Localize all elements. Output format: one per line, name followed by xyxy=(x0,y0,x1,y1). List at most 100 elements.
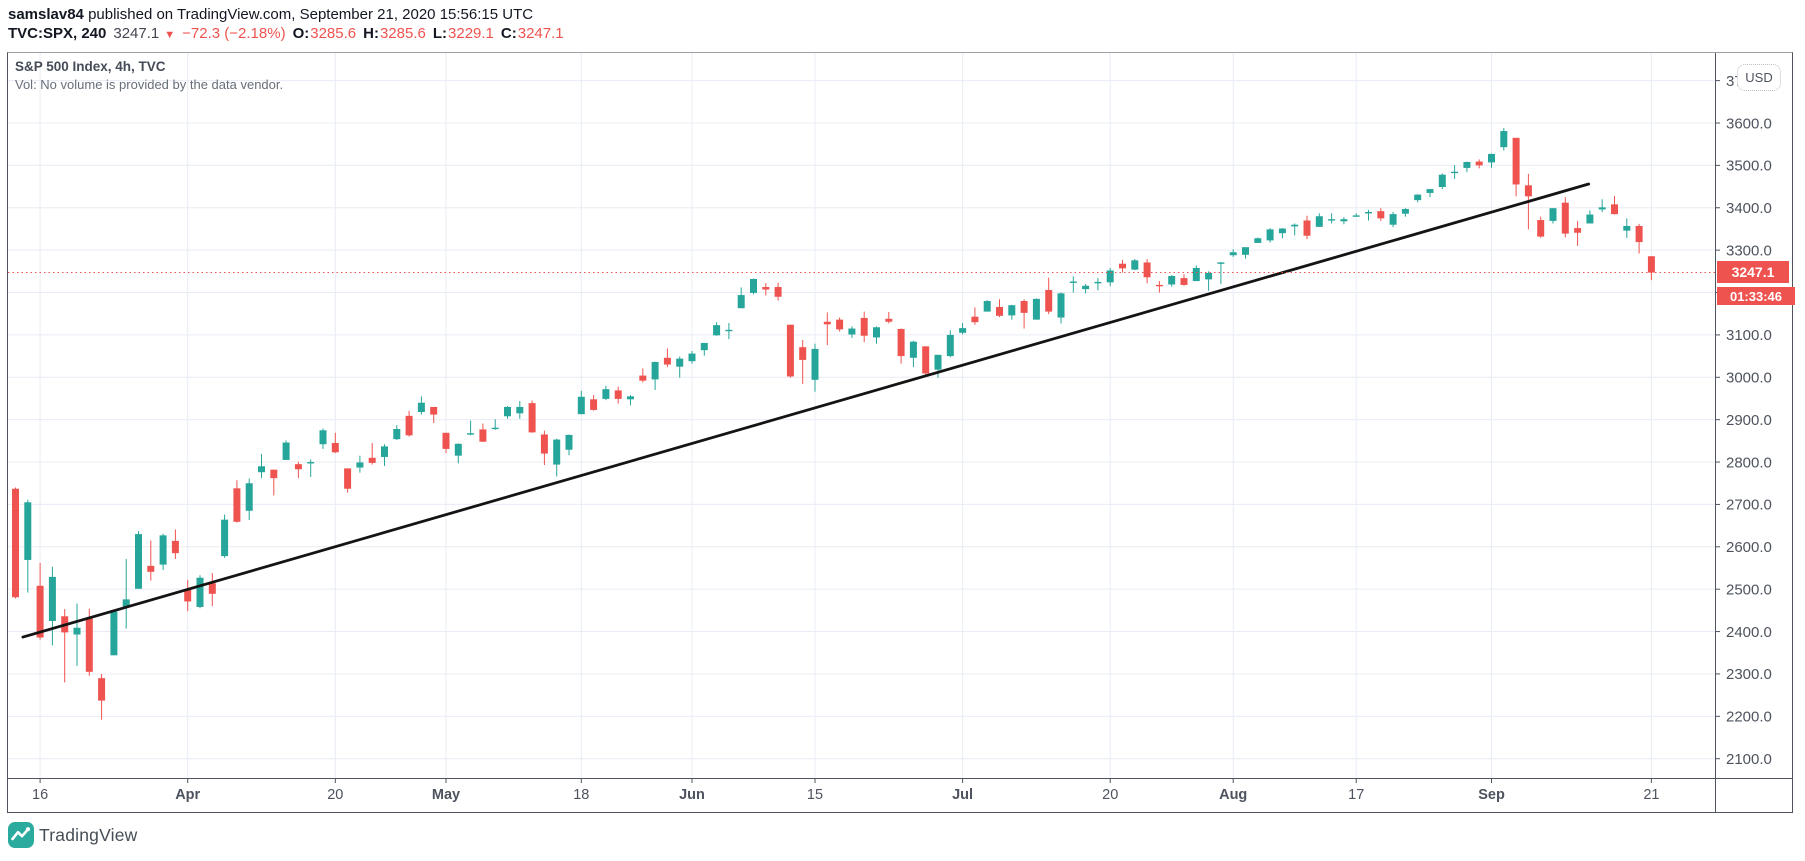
price-tick-label: 3000.0 xyxy=(1726,370,1772,387)
candle-down xyxy=(147,565,155,572)
candle-down xyxy=(1143,262,1151,278)
candle-down xyxy=(1020,300,1028,313)
time-tick-label: 16 xyxy=(32,787,48,803)
candle-down xyxy=(1119,263,1126,269)
candle-down xyxy=(836,319,844,330)
price-tick-label: 2900.0 xyxy=(1726,412,1772,429)
chart-legend-title[interactable]: S&P 500 Index, 4h, TVC xyxy=(15,59,166,74)
candle-down xyxy=(1303,220,1311,236)
candle-down xyxy=(823,321,831,325)
candle-up xyxy=(307,462,315,464)
high-value: 3285.6 xyxy=(379,25,426,42)
candle-up xyxy=(467,433,475,435)
candle-up xyxy=(1623,225,1631,231)
candle-down xyxy=(331,442,339,453)
candle-down xyxy=(774,287,782,297)
candle-down xyxy=(786,324,794,377)
low-value: 3229.1 xyxy=(448,25,494,42)
candle-down xyxy=(405,415,413,436)
candle-down xyxy=(85,618,93,672)
candle-up xyxy=(627,396,634,400)
time-tick-label: Jun xyxy=(679,787,705,803)
price-change: −72.3 (−2.18%) xyxy=(182,25,286,42)
time-tick-label: 15 xyxy=(807,787,823,803)
time-tick-label: Apr xyxy=(175,787,200,803)
candle-up xyxy=(159,535,167,565)
candle-down xyxy=(270,469,278,479)
candle-up xyxy=(258,466,265,473)
time-tick-label: Aug xyxy=(1219,787,1247,803)
candle-up xyxy=(1451,171,1459,174)
price-tick-label: 3300.0 xyxy=(1726,242,1772,259)
username[interactable]: samslav84 xyxy=(8,6,84,23)
candle-up xyxy=(1389,214,1397,225)
candle-down xyxy=(639,375,647,381)
candle-up xyxy=(983,300,991,312)
price-tick-label: 3400.0 xyxy=(1726,200,1772,217)
candle-up xyxy=(1254,238,1262,243)
candle-up xyxy=(1549,208,1557,221)
low-label: L: xyxy=(432,25,448,42)
price-tick-label: 3500.0 xyxy=(1726,158,1772,175)
candle-up xyxy=(946,334,954,357)
candle-up xyxy=(713,325,721,336)
candle-down xyxy=(1635,225,1643,243)
candle-down xyxy=(430,406,438,415)
candle-down xyxy=(922,346,930,374)
candle-up xyxy=(24,502,32,560)
symbol-name[interactable]: TVC:SPX, 240 xyxy=(8,25,107,42)
candle-down xyxy=(590,399,598,410)
candle-up xyxy=(688,353,696,362)
candle-up xyxy=(1340,219,1348,222)
header: samslav84 published on TradingView.com, … xyxy=(8,5,564,45)
candle-up xyxy=(1032,298,1040,320)
candle-up xyxy=(221,519,229,557)
candle-up xyxy=(1315,216,1323,227)
candle-up xyxy=(1463,161,1471,168)
candle-down xyxy=(1377,211,1385,219)
candle-down xyxy=(540,434,548,454)
candle-up xyxy=(909,341,917,358)
candle-down xyxy=(1537,220,1545,237)
candle-up xyxy=(1205,273,1213,280)
candle-down xyxy=(171,540,179,554)
candle-up xyxy=(848,328,856,335)
chart-canvas[interactable]: 2100.0 2200.0 2300.0 2400.0 2500.0 2600.0 2700… xyxy=(8,53,1792,812)
candle-up xyxy=(1438,174,1446,187)
candle-up xyxy=(73,627,81,635)
publish-info: samslav84 published on TradingView.com, … xyxy=(8,5,564,24)
candle-up xyxy=(516,406,524,414)
candle-up xyxy=(491,427,499,430)
candle-up xyxy=(1131,260,1139,270)
candle-up xyxy=(1586,214,1594,224)
candle-up xyxy=(1414,194,1422,201)
candle-up xyxy=(1426,189,1434,193)
price-tick-label: 2400.0 xyxy=(1726,624,1772,641)
time-tick-label: 18 xyxy=(573,787,589,803)
candle-up xyxy=(381,446,388,457)
publish-text: published on TradingView.com, September … xyxy=(83,6,534,23)
open-label: O: xyxy=(292,25,310,42)
currency-toggle-button[interactable]: USD xyxy=(1737,64,1781,91)
tradingview-logo-icon[interactable] xyxy=(8,822,34,848)
candle-down xyxy=(184,590,192,602)
candle-up xyxy=(737,295,745,309)
price-tick-label: 2700.0 xyxy=(1726,497,1772,514)
candle-down xyxy=(1475,161,1483,166)
candle-down xyxy=(36,585,44,638)
candle-up xyxy=(319,430,327,445)
candle-up xyxy=(356,462,364,468)
candle-up xyxy=(553,439,561,465)
candle-up xyxy=(1057,293,1065,318)
candle-up xyxy=(1069,281,1077,283)
candle-up xyxy=(577,396,585,415)
time-tick-label: 17 xyxy=(1348,787,1364,803)
volume-note: Vol: No volume is provided by the data v… xyxy=(15,77,284,92)
candle-down xyxy=(799,347,807,360)
candle-up xyxy=(1192,267,1200,282)
candle-up xyxy=(1401,209,1409,214)
last-price-flag: 3247.1 xyxy=(1717,261,1789,283)
candle-up xyxy=(1598,207,1606,210)
tradingview-wordmark[interactable]: TradingView xyxy=(39,824,138,845)
candle-down xyxy=(614,390,622,399)
